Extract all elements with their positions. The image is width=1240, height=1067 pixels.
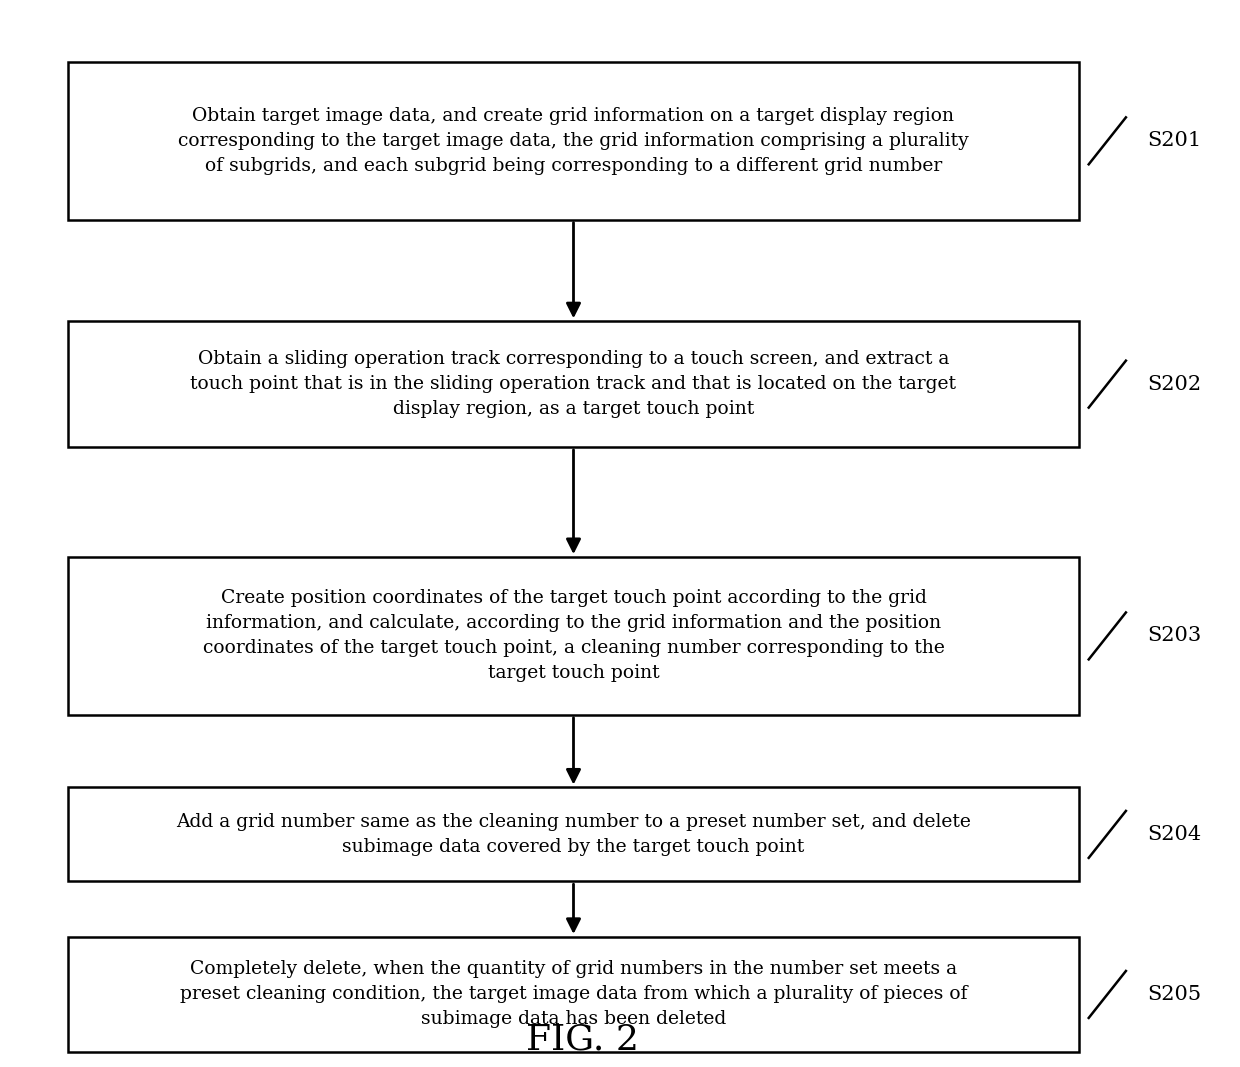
Bar xyxy=(68,557,1079,715)
Text: Create position coordinates of the target touch point according to the grid
info: Create position coordinates of the targe… xyxy=(202,589,945,683)
Bar xyxy=(68,937,1079,1052)
Text: S201: S201 xyxy=(1147,131,1202,150)
Text: Obtain target image data, and create grid information on a target display region: Obtain target image data, and create gri… xyxy=(179,107,968,175)
Bar xyxy=(68,787,1079,881)
Text: S205: S205 xyxy=(1147,985,1202,1004)
Text: Add a grid number same as the cleaning number to a preset number set, and delete: Add a grid number same as the cleaning n… xyxy=(176,813,971,856)
Text: Completely delete, when the quantity of grid numbers in the number set meets a
p: Completely delete, when the quantity of … xyxy=(180,960,967,1029)
Text: S203: S203 xyxy=(1147,626,1202,646)
Text: S202: S202 xyxy=(1147,375,1202,394)
Bar xyxy=(68,62,1079,220)
Text: S204: S204 xyxy=(1147,825,1202,844)
Text: Obtain a sliding operation track corresponding to a touch screen, and extract a
: Obtain a sliding operation track corresp… xyxy=(191,350,956,418)
Bar xyxy=(68,321,1079,447)
Text: FIG. 2: FIG. 2 xyxy=(526,1022,640,1056)
